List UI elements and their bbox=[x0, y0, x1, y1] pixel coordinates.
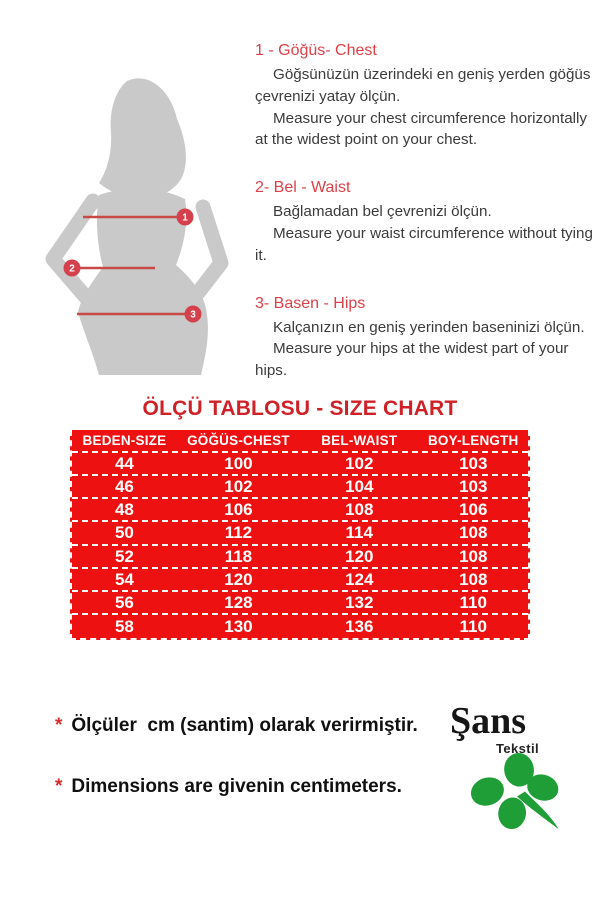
note-text: Dimensions are givenin centimeters. bbox=[71, 776, 402, 797]
column-header-gogus-chest: GÖĞÜS-CHEST bbox=[187, 432, 290, 448]
chest-section: 1 - Göğüs- Chest Göğsünüzün üzerindeki e… bbox=[255, 40, 593, 151]
waist-cell: 124 bbox=[345, 569, 374, 589]
size-cell: 44 bbox=[114, 454, 134, 474]
waist-section: 2- Bel - Waist Bağlamadan bel çevrenizi … bbox=[255, 177, 593, 266]
table-row: 44 100 102 103 bbox=[72, 453, 528, 477]
waist-cell: 120 bbox=[345, 546, 374, 566]
silhouette-head bbox=[99, 78, 186, 199]
hips-instruction-english: Measure your hips at the widest part of … bbox=[255, 340, 569, 380]
silhouette-torso bbox=[78, 188, 208, 375]
brand-logo-subtitle: Tekstil bbox=[496, 741, 540, 756]
chest-cell: 120 bbox=[224, 569, 253, 589]
length-cell: 106 bbox=[459, 500, 488, 520]
waist-cell: 114 bbox=[345, 523, 373, 543]
table-row: 54 120 124 108 bbox=[72, 569, 528, 592]
table-row: 56 128 132 110 bbox=[72, 592, 528, 615]
chest-cell: 100 bbox=[224, 454, 253, 474]
table-row: 48 106 108 106 bbox=[72, 499, 528, 523]
size-chart-title: ÖLÇÜ TABLOSU - SIZE CHART bbox=[142, 397, 458, 420]
brand-logo-name: Şans bbox=[450, 700, 527, 742]
waist-badge-number: 2 bbox=[69, 264, 75, 275]
waist-cell: 108 bbox=[345, 500, 374, 520]
column-header-bel-waist: BEL-WAIST bbox=[321, 432, 398, 448]
measurement-instructions: 1 - Göğüs- Chest Göğsünüzün üzerindeki e… bbox=[255, 40, 593, 408]
four-leaf-clover-icon bbox=[470, 753, 559, 830]
size-cell: 48 bbox=[114, 500, 134, 520]
length-cell: 110 bbox=[459, 592, 487, 612]
note-units-turkish: * Ölçüler cm (santim) olarak verirmiştir… bbox=[55, 714, 418, 738]
chest-cell: 102 bbox=[224, 477, 253, 497]
waist-cell: 136 bbox=[345, 616, 374, 636]
table-row: 58 130 136 110 bbox=[72, 615, 528, 638]
length-cell: 108 bbox=[459, 569, 488, 589]
chest-cell: 106 bbox=[224, 500, 253, 520]
column-header-boy-length: BOY-LENGTH bbox=[427, 432, 519, 448]
waist-cell: 104 bbox=[345, 477, 374, 497]
hips-instruction-turkish: Kalçanızın en geniş yerinden baseninizi … bbox=[273, 318, 585, 336]
table-row: 52 118 120 108 bbox=[72, 546, 528, 569]
hips-section-heading: 3- Basen - Hips bbox=[255, 294, 366, 312]
asterisk-marker: * bbox=[55, 776, 63, 797]
column-header-beden-size: BEDEN-SIZE bbox=[82, 432, 167, 448]
asterisk-marker: * bbox=[55, 715, 63, 736]
body-measurement-figure: 1 2 3 bbox=[45, 78, 229, 375]
chest-cell: 128 bbox=[224, 592, 253, 612]
length-cell: 108 bbox=[459, 523, 488, 543]
size-chart-header-row: BEDEN-SIZE GÖĞÜS-CHEST BEL-WAIST BOY-LEN… bbox=[72, 430, 528, 454]
chest-section-heading: 1 - Göğüs- Chest bbox=[255, 42, 377, 59]
hips-badge: 3 bbox=[184, 305, 202, 323]
length-cell: 103 bbox=[459, 477, 488, 497]
hips-badge-number: 3 bbox=[190, 310, 196, 321]
size-chart-table: BEDEN-SIZE GÖĞÜS-CHEST BEL-WAIST BOY-LEN… bbox=[70, 430, 530, 640]
waist-cell: 102 bbox=[345, 454, 374, 474]
note-units-english: * Dimensions are givenin centimeters. bbox=[55, 775, 402, 799]
length-cell: 110 bbox=[459, 616, 487, 636]
size-cell: 54 bbox=[114, 569, 134, 589]
waist-instruction-turkish: Bağlamadan bel çevrenizi ölçün. bbox=[273, 203, 492, 221]
size-cell: 58 bbox=[114, 616, 134, 636]
size-cell: 52 bbox=[114, 546, 134, 566]
length-cell: 103 bbox=[459, 454, 488, 474]
hips-section: 3- Basen - Hips Kalçanızın en geniş yeri… bbox=[255, 293, 593, 382]
chest-instruction-turkish: Göğsünüzün üzerindeki en geniş yerden gö… bbox=[255, 66, 591, 105]
chest-cell: 130 bbox=[224, 616, 253, 636]
chest-cell: 112 bbox=[224, 523, 253, 543]
note-text: Ölçüler cm (santim) olarak verirmiştir. bbox=[71, 715, 418, 736]
waist-section-heading: 2- Bel - Waist bbox=[255, 179, 351, 197]
chest-instruction-english: Measure your chest circumference horizon… bbox=[255, 109, 588, 149]
table-row: 50 112 114 108 bbox=[72, 522, 528, 546]
size-cell: 56 bbox=[114, 592, 134, 612]
chest-cell: 118 bbox=[224, 546, 253, 566]
size-cell: 50 bbox=[114, 523, 134, 543]
length-cell: 108 bbox=[459, 546, 488, 566]
chest-badge-number: 1 bbox=[182, 213, 188, 224]
table-row: 46 102 104 103 bbox=[72, 476, 528, 500]
size-cell: 46 bbox=[114, 477, 134, 497]
silhouette-left-arm bbox=[45, 193, 101, 310]
chest-badge: 1 bbox=[176, 208, 194, 226]
waist-badge: 2 bbox=[63, 259, 81, 277]
waist-cell: 132 bbox=[345, 592, 374, 612]
waist-instruction-english: Measure your waist circumference without… bbox=[255, 224, 593, 264]
